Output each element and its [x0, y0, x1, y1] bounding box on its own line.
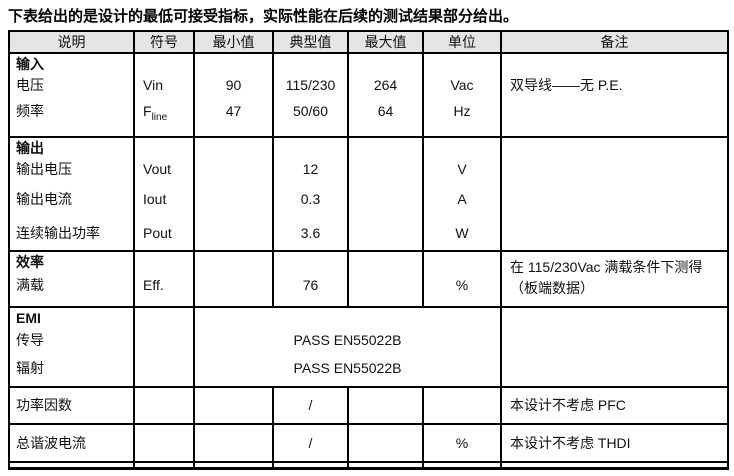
cell-output-symbol: Vout Iout Pout	[133, 136, 195, 252]
cell-eff-unit: %	[422, 250, 502, 308]
eff-unit: %	[455, 277, 469, 293]
emi-radiated-result: PASS EN55022B	[293, 360, 402, 376]
cell-pf-remark: 本设计不考虑 PFC	[500, 386, 729, 425]
output-voltage-unit: V	[457, 161, 467, 177]
input-freq-max: 64	[377, 103, 394, 119]
cell-thd-remark: 本设计不考虑 THDI	[500, 423, 729, 463]
header-typ: 典型值	[272, 30, 349, 54]
row-efficiency: 效率 满载 Eff. 76 % 在 115/230Vac 满载条件下测得 （板端…	[8, 250, 729, 308]
cell-eff-min	[193, 250, 274, 308]
eff-remark-line2: （板端数据）	[510, 280, 594, 296]
cell-pf-unit	[422, 386, 502, 425]
emi-radiated-label: 辐射	[16, 360, 44, 376]
cell-output-max	[347, 136, 424, 252]
output-power-typ: 3.6	[300, 225, 321, 241]
input-freq-symbol: Fline	[143, 103, 168, 123]
header-desc: 说明	[8, 30, 135, 54]
emi-conducted-result: PASS EN55022B	[293, 332, 402, 348]
spec-table: 说明 符号 最小值 典型值 最大值 单位 备注 输入 电压 频率 Vin Fli…	[8, 30, 729, 470]
input-voltage-typ: 115/230	[285, 77, 336, 93]
output-current-symbol: Iout	[143, 191, 167, 207]
cell-output-typ: 12 0.3 3.6	[272, 136, 349, 252]
cell-eff-symbol: Eff.	[133, 250, 195, 308]
output-power-symbol: Pout	[143, 225, 172, 241]
intro-text: 下表给出的是设计的最低可接受指标，实际性能在后续的测试结果部分给出。	[8, 9, 519, 25]
cell-emi-remark	[500, 306, 729, 388]
cell-eff-typ: 76	[272, 250, 349, 308]
cell-pf-typ: /	[272, 386, 349, 425]
row-power-factor: 功率因数 / 本设计不考虑 PFC	[8, 386, 729, 425]
row-thd: 总谐波电流 / % 本设计不考虑 THDI	[8, 423, 729, 463]
cell-emi-symbol	[133, 306, 195, 388]
cell-emi-desc: EMI 传导 辐射	[8, 306, 135, 388]
eff-remark-line1: 在 115/230Vac 满载条件下测得	[510, 259, 703, 275]
emi-section-title: EMI	[16, 310, 41, 326]
input-voltage-max: 264	[373, 77, 398, 93]
eff-symbol: Eff.	[143, 277, 164, 293]
row-bottom-spacer	[8, 461, 729, 470]
cell-input-typ: 115/230 50/60	[272, 52, 349, 138]
cell-eff-desc: 效率 满载	[8, 250, 135, 308]
input-voltage-symbol: Vin	[143, 77, 163, 93]
row-output: 输出 输出电压 输出电流 连续输出功率 Vout Iout Pout 12 0.…	[8, 136, 729, 252]
cell-emi-result: PASS EN55022B PASS EN55022B	[193, 306, 502, 388]
output-current-label: 输出电流	[16, 191, 72, 207]
cell-input-max: 264 64	[347, 52, 424, 138]
input-voltage-label: 电压	[16, 77, 44, 93]
cell-eff-max	[347, 250, 424, 308]
emi-conducted-label: 传导	[16, 332, 44, 348]
output-voltage-symbol: Vout	[143, 161, 172, 177]
cell-input-desc: 输入 电压 频率	[8, 52, 135, 138]
cell-input-unit: Vac Hz	[422, 52, 502, 138]
input-freq-label: 频率	[16, 103, 44, 119]
input-voltage-min: 90	[225, 77, 242, 93]
cell-pf-max	[347, 386, 424, 425]
input-freq-unit: Hz	[453, 103, 471, 119]
cell-eff-remark: 在 115/230Vac 满载条件下测得 （板端数据）	[500, 250, 729, 308]
row-input: 输入 电压 频率 Vin Fline 90 47 115/230 50/60 2…	[8, 52, 729, 138]
eff-section-title: 效率	[16, 254, 44, 270]
output-voltage-label: 输出电压	[16, 161, 72, 177]
header-min: 最小值	[193, 30, 274, 54]
cell-thd-min	[193, 423, 274, 463]
output-section-title: 输出	[16, 140, 44, 156]
cell-input-symbol: Vin Fline	[133, 52, 195, 138]
output-power-unit: W	[455, 225, 469, 241]
output-current-unit: A	[457, 191, 467, 207]
cell-thd-unit: %	[422, 423, 502, 463]
cell-input-min: 90 47	[193, 52, 274, 138]
cell-output-remark	[500, 136, 729, 252]
output-power-label: 连续输出功率	[16, 225, 100, 241]
eff-typ: 76	[302, 277, 319, 293]
cell-thd-symbol	[133, 423, 195, 463]
cell-input-remark: 双导线——无 P.E.	[500, 52, 729, 138]
cell-pf-symbol	[133, 386, 195, 425]
cell-output-min	[193, 136, 274, 252]
eff-fullload-label: 满载	[16, 277, 44, 293]
row-emi: EMI 传导 辐射 PASS EN55022B PASS EN55022B	[8, 306, 729, 388]
output-voltage-typ: 12	[302, 161, 319, 177]
header-row: 说明 符号 最小值 典型值 最大值 单位 备注	[8, 30, 729, 54]
header-unit: 单位	[422, 30, 502, 54]
cell-thd-desc: 总谐波电流	[8, 423, 135, 463]
input-freq-min: 47	[225, 103, 242, 119]
cell-output-desc: 输出 输出电压 输出电流 连续输出功率	[8, 136, 135, 252]
output-current-typ: 0.3	[300, 191, 321, 207]
cell-thd-max	[347, 423, 424, 463]
header-symbol: 符号	[133, 30, 195, 54]
header-max: 最大值	[347, 30, 424, 54]
cell-output-unit: V A W	[422, 136, 502, 252]
cell-pf-desc: 功率因数	[8, 386, 135, 425]
cell-thd-typ: /	[272, 423, 349, 463]
input-remark: 双导线——无 P.E.	[510, 77, 623, 93]
header-remark: 备注	[500, 30, 729, 54]
input-voltage-unit: Vac	[450, 77, 474, 93]
input-section-title: 输入	[16, 56, 44, 72]
cell-pf-min	[193, 386, 274, 425]
input-freq-typ: 50/60	[292, 103, 329, 119]
